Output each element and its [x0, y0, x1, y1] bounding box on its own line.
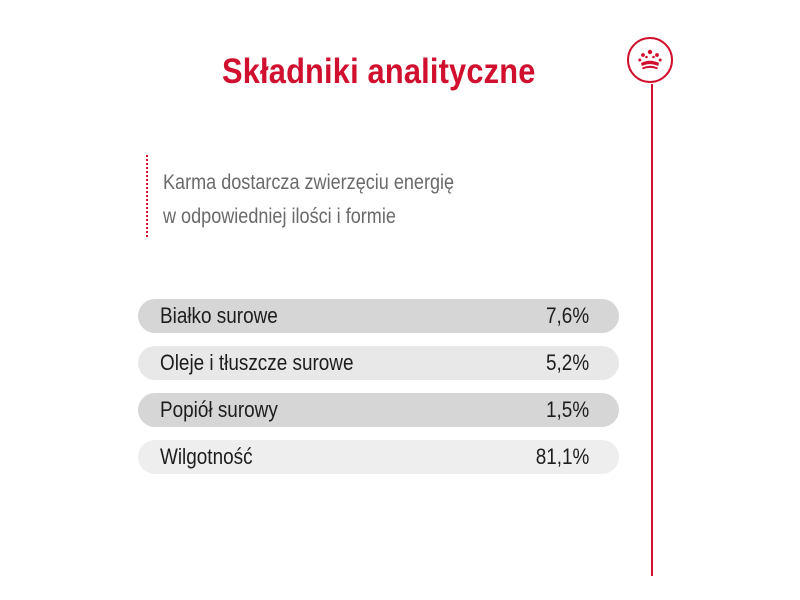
nutrient-label: Białko surowe: [160, 303, 278, 328]
nutrient-row: Popiół surowy 1,5%: [138, 393, 619, 427]
nutrient-value: 81,1%: [535, 444, 589, 469]
intro-line-1: Karma dostarcza zwierzęciu energię: [163, 171, 455, 194]
nutrient-value: 5,2%: [545, 350, 589, 375]
nutrient-row: Białko surowe 7,6%: [138, 299, 619, 333]
nutrient-label: Oleje i tłuszcze surowe: [160, 350, 354, 375]
nutrient-table: Białko surowe 7,6% Oleje i tłuszcze suro…: [138, 299, 619, 487]
nutrient-value: 1,5%: [545, 397, 589, 422]
crown-icon: [638, 49, 662, 70]
intro-text: Karma dostarcza zwierzęciu energię w odp…: [163, 166, 454, 234]
nutrient-row: Oleje i tłuszcze surowe 5,2%: [138, 346, 619, 380]
page-title: Składniki analityczne: [222, 52, 536, 91]
intro-line-2: w odpowiedniej ilości i formie: [163, 205, 396, 228]
nutrient-label: Wilgotność: [160, 444, 253, 469]
vertical-accent-line: [651, 84, 653, 576]
nutrient-label: Popiół surowy: [160, 397, 278, 422]
brand-badge: [627, 37, 673, 83]
nutrient-value: 7,6%: [545, 303, 589, 328]
dotted-divider: [146, 155, 148, 237]
nutrient-row: Wilgotność 81,1%: [138, 440, 619, 474]
